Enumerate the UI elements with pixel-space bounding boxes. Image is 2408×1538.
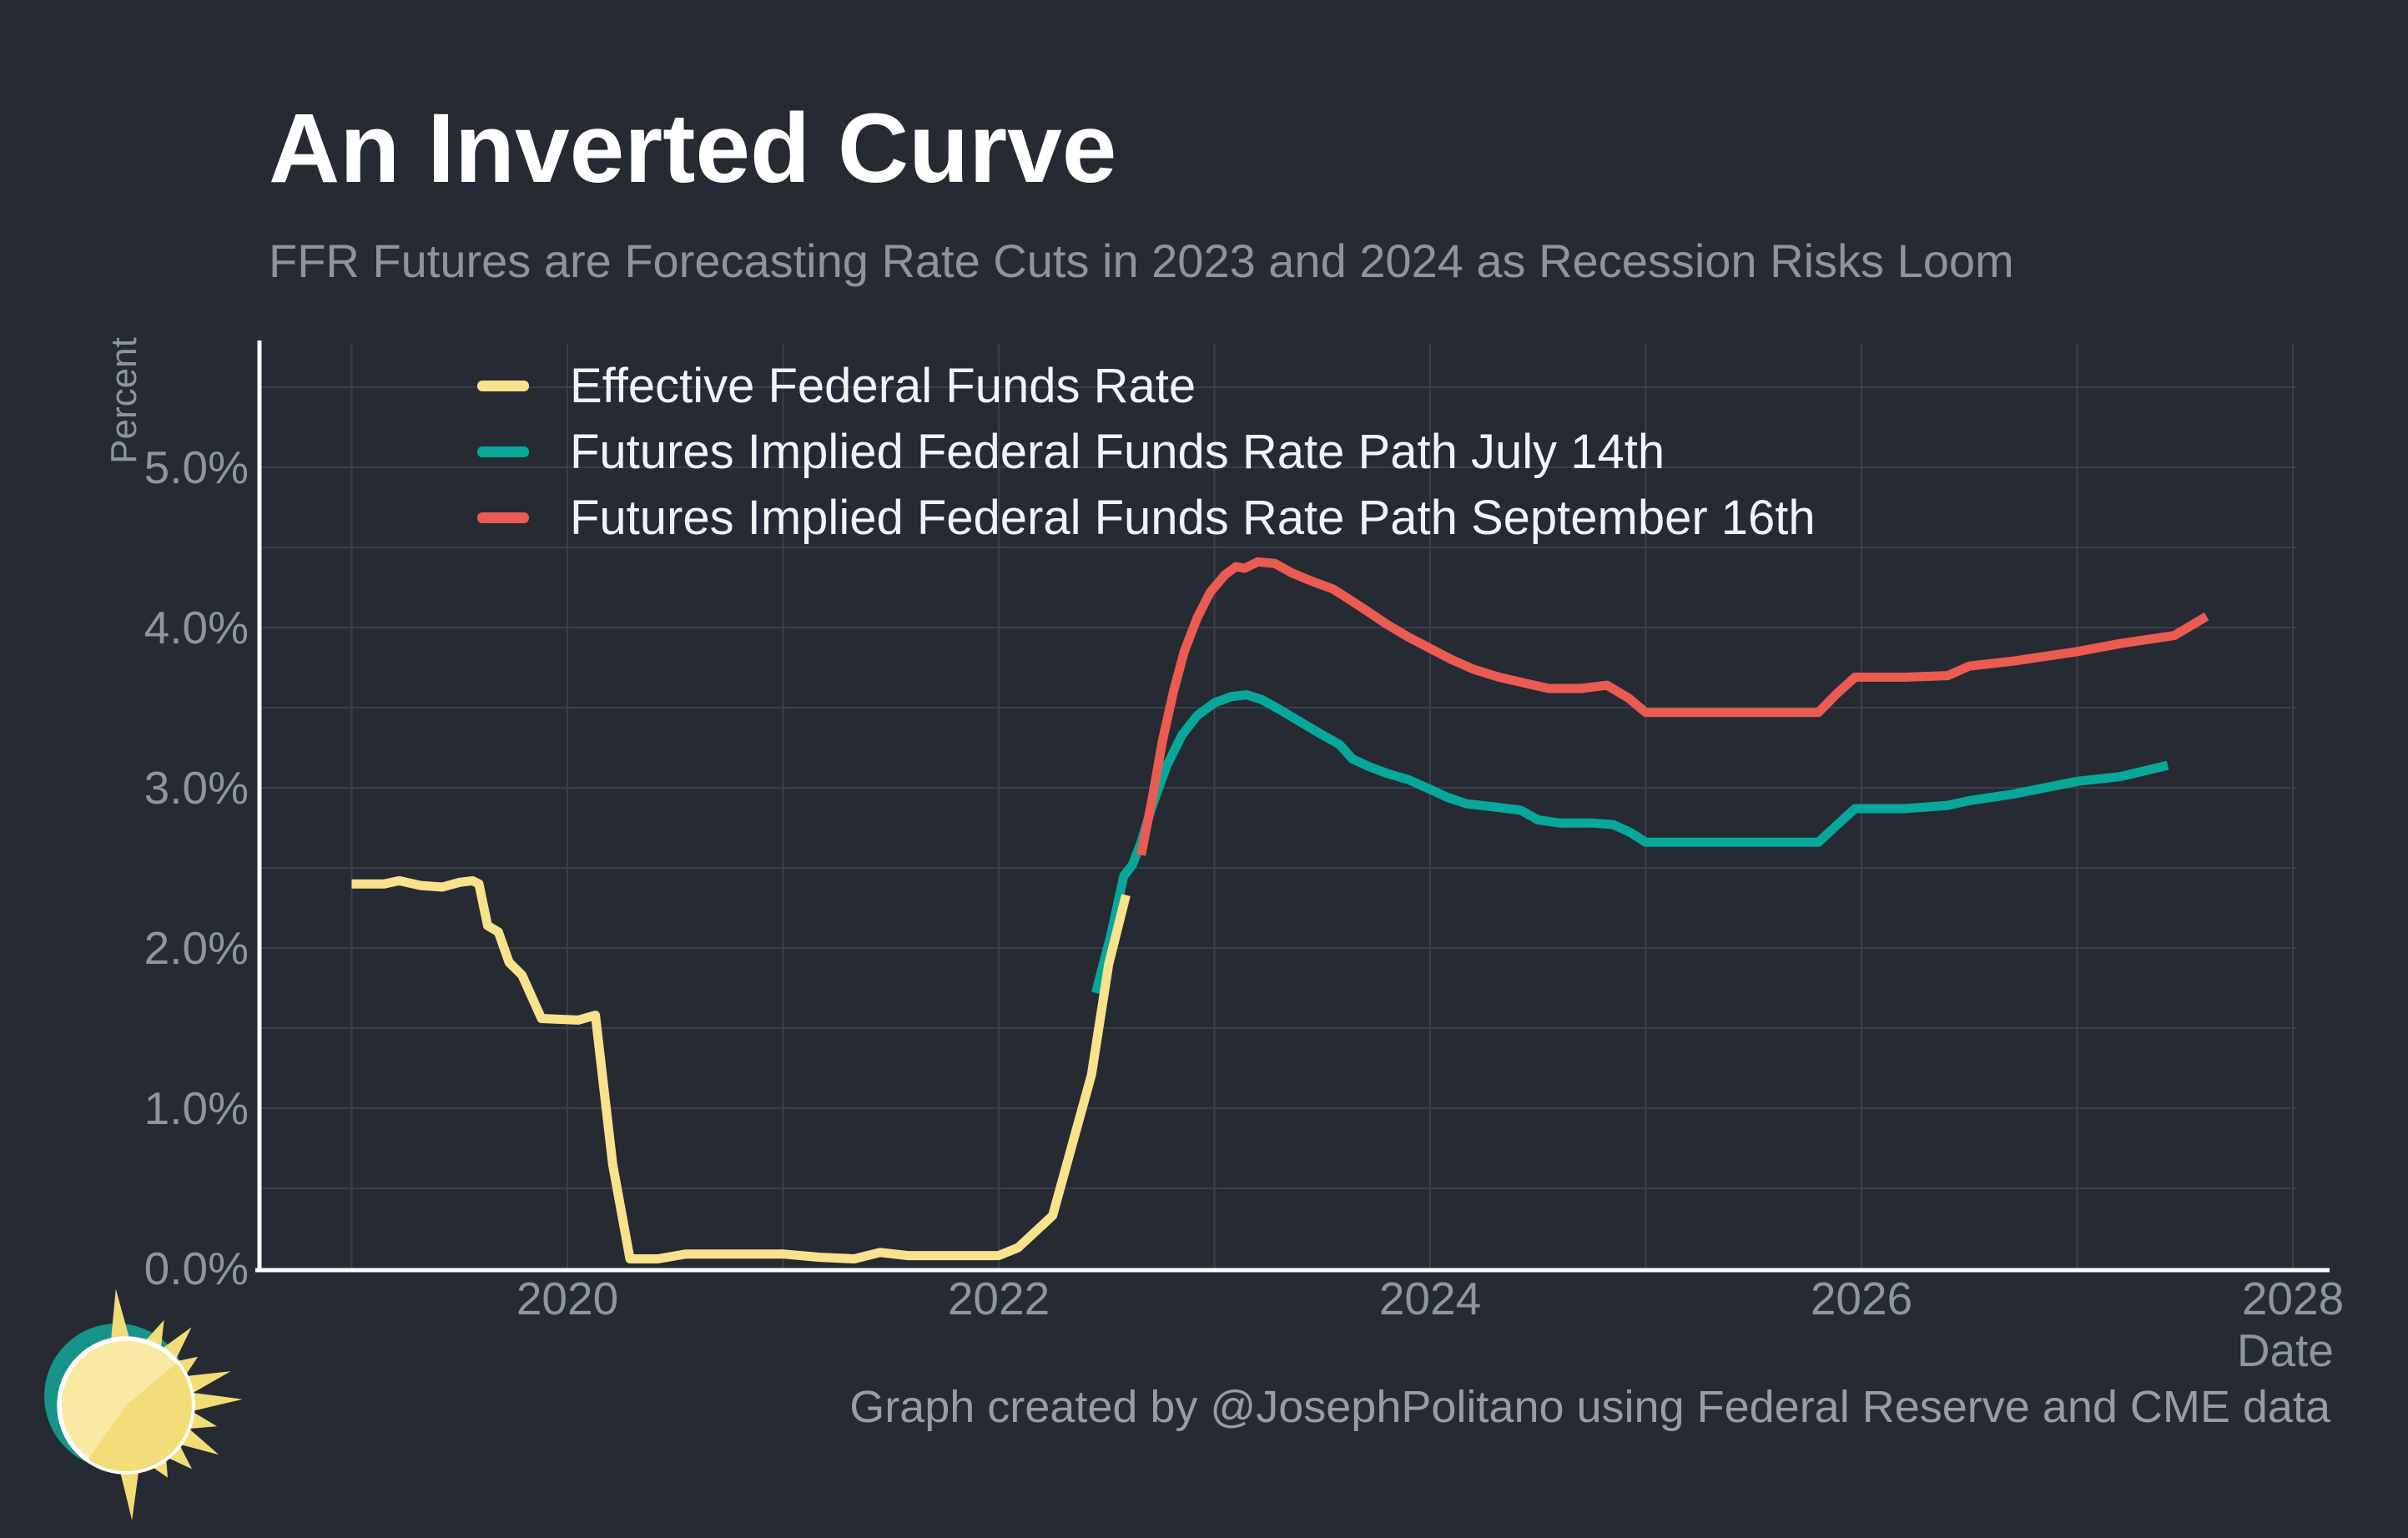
x-tick-label: 2022 [947, 1273, 1050, 1324]
legend-item-effective-federal-funds-rate: Effective Federal Funds Rate [477, 353, 1816, 419]
legend-label: Futures Implied Federal Funds Rate Path … [570, 424, 1665, 479]
legend-item-futures-path-september-16: Futures Implied Federal Funds Rate Path … [477, 485, 1816, 551]
sun-ray [110, 1288, 131, 1344]
y-tick-label: 5.0% [144, 441, 249, 493]
x-axis-title: Date [2236, 1324, 2334, 1376]
sun-logo-icon [44, 1288, 243, 1520]
x-tick-label: 2020 [516, 1273, 619, 1324]
legend-swatch-yellow [477, 381, 529, 391]
legend-item-futures-path-july-14: Futures Implied Federal Funds Rate Path … [477, 419, 1816, 485]
sun-ray [164, 1441, 193, 1470]
series-lines [351, 557, 2209, 1263]
x-tick-label: 2024 [1378, 1273, 1482, 1324]
y-tick-label: 3.0% [144, 762, 249, 814]
series-line-futures-path-july-14 [1091, 690, 2169, 995]
page-title: An Inverted Curve [269, 93, 1117, 204]
series-line-effective-federal-funds-rate [351, 875, 1131, 1263]
sun-ray [188, 1392, 243, 1412]
x-tick-label: 2028 [2241, 1273, 2345, 1324]
page-subtitle: FFR Futures are Forecasting Rate Cuts in… [269, 234, 2014, 287]
sun-ray [119, 1467, 139, 1520]
legend-swatch-teal [477, 446, 529, 457]
attribution-note: Graph created by @JosephPolitano using F… [849, 1382, 2330, 1432]
sun-ray [182, 1371, 231, 1396]
y-tick-label: 4.0% [144, 602, 249, 653]
sun-logo-wedge [88, 1363, 192, 1471]
legend-label: Effective Federal Funds Rate [570, 358, 1196, 413]
chart-legend: Effective Federal Funds Rate Futures Imp… [477, 353, 1816, 551]
legend-swatch-red [477, 512, 529, 523]
y-tick-label: 1.0% [144, 1082, 249, 1134]
x-tick-label: 2026 [1810, 1273, 1913, 1324]
legend-label: Futures Implied Federal Funds Rate Path … [570, 490, 1816, 545]
y-tick-label: 0.0% [144, 1243, 249, 1294]
y-tick-label: 2.0% [144, 922, 249, 974]
series-line-futures-path-september-16 [1136, 557, 2209, 856]
